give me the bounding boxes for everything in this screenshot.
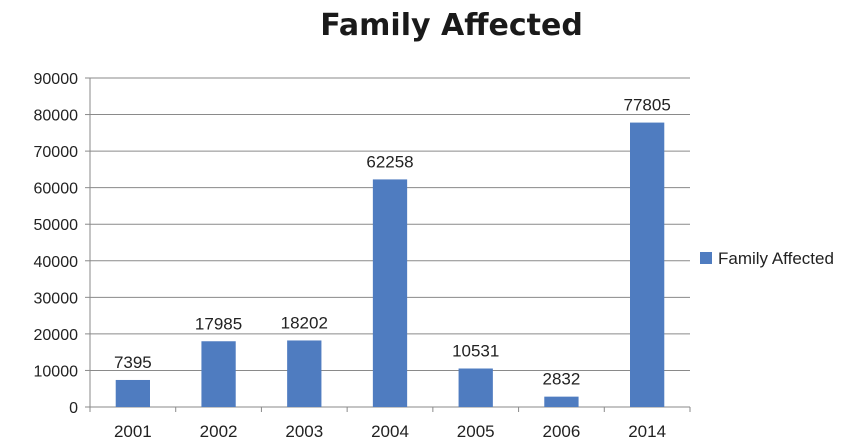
data-label-2002: 17985: [195, 314, 242, 333]
bar-2005: [458, 368, 493, 407]
data-label-2001: 7395: [114, 353, 152, 372]
legend-swatch: [700, 252, 712, 264]
data-label-2004: 62258: [366, 152, 413, 171]
bars: [115, 122, 665, 407]
data-label-2006: 2832: [543, 370, 581, 389]
y-tick-label: 10000: [34, 363, 79, 380]
y-tick-label: 70000: [34, 144, 79, 161]
legend: Family Affected: [700, 249, 834, 268]
y-tick-label: 0: [69, 400, 78, 417]
y-tick-label: 20000: [34, 327, 79, 344]
y-tick-label: 40000: [34, 254, 79, 271]
x-tick-label: 2003: [285, 422, 323, 441]
bar-2004: [372, 179, 408, 407]
y-tick-label: 30000: [34, 290, 79, 307]
data-label-2014: 77805: [624, 96, 671, 115]
bar-2006: [544, 396, 579, 407]
data-label-2003: 18202: [281, 313, 328, 332]
bar-2014: [630, 122, 665, 407]
data-label-2005: 10531: [452, 342, 499, 361]
y-axis: 0 10000 20000 30000 40000 50000 60000 70000 8000…: [34, 71, 91, 417]
x-axis: 2001 2002 2003 2004 2005 2006 2014: [89, 406, 691, 441]
y-tick-label: 60000: [34, 181, 79, 198]
x-tick-label: 2005: [457, 422, 495, 441]
x-tick-label: 2014: [628, 422, 666, 441]
legend-entry: Family Affected: [718, 249, 834, 268]
y-tick-label: 50000: [34, 217, 79, 234]
y-tick-label: 90000: [34, 71, 79, 88]
x-tick-label: 2001: [114, 422, 152, 441]
chart-title: Family Affected: [320, 8, 583, 43]
bar-2003: [287, 340, 322, 407]
x-tick-label: 2006: [543, 422, 581, 441]
x-tick-label: 2002: [200, 422, 238, 441]
y-tick-label: 80000: [34, 108, 79, 125]
data-labels: 7395 17985 18202 62258 10531 2832 77805: [114, 96, 671, 389]
bar-2001: [115, 379, 150, 407]
bar-2002: [201, 341, 236, 407]
x-tick-label: 2004: [371, 422, 409, 441]
